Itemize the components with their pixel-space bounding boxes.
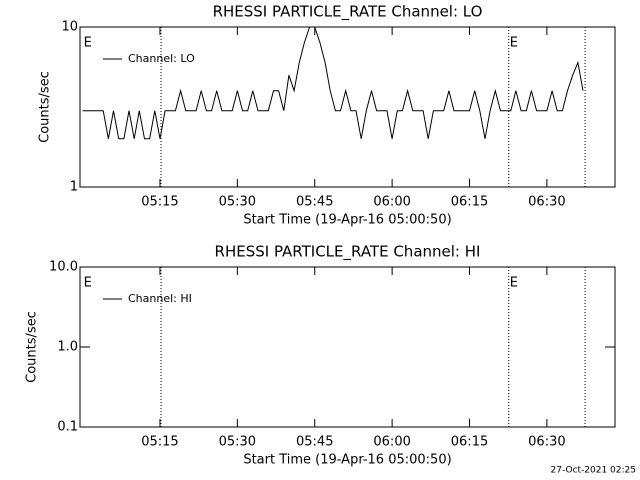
- footer: 27-Oct-2021 02:25: [551, 466, 636, 476]
- plot-frame: [79, 26, 616, 188]
- x-tick-label: 06:30: [528, 195, 565, 210]
- x-tick-label: 06:15: [451, 195, 488, 210]
- x-tick-label: 05:30: [219, 435, 256, 450]
- legend-label: Channel: HI: [128, 292, 192, 305]
- legend-label: Channel: LO: [128, 52, 195, 65]
- x-tick-label: 05:15: [141, 195, 178, 210]
- x-axis-label: Start Time (19-Apr-16 05:00:50): [243, 213, 451, 228]
- x-tick-label: 05:45: [296, 195, 333, 210]
- x-tick-label: 06:30: [528, 435, 565, 450]
- y-tick-label: 10.0: [49, 260, 78, 275]
- y-tick-label: 0.1: [57, 420, 78, 435]
- y-tick-label: 1: [70, 180, 78, 195]
- y-axis-label: Counts/sec: [25, 311, 40, 383]
- data-line: [82, 26, 584, 140]
- annotation: E: [510, 276, 518, 291]
- y-tick-label: 1.0: [57, 340, 78, 355]
- annotation: E: [510, 36, 518, 51]
- x-tick-label: 05:30: [219, 195, 256, 210]
- annotation: E: [84, 36, 92, 51]
- x-axis-label: Start Time (19-Apr-16 05:00:50): [243, 453, 451, 468]
- annotation: E: [84, 276, 92, 291]
- chart-title: RHESSI PARTICLE_RATE Channel: LO: [213, 3, 483, 22]
- x-tick-label: 06:15: [451, 435, 488, 450]
- y-tick-label: 10: [61, 20, 78, 35]
- x-tick-label: 05:45: [296, 435, 333, 450]
- x-tick-label: 06:00: [373, 195, 410, 210]
- plot-frame: [79, 266, 616, 428]
- y-axis-label: Counts/sec: [38, 71, 53, 143]
- x-tick-label: 06:00: [373, 435, 410, 450]
- x-tick-label: 05:15: [141, 435, 178, 450]
- chart-title: RHESSI PARTICLE_RATE Channel: HI: [215, 243, 481, 262]
